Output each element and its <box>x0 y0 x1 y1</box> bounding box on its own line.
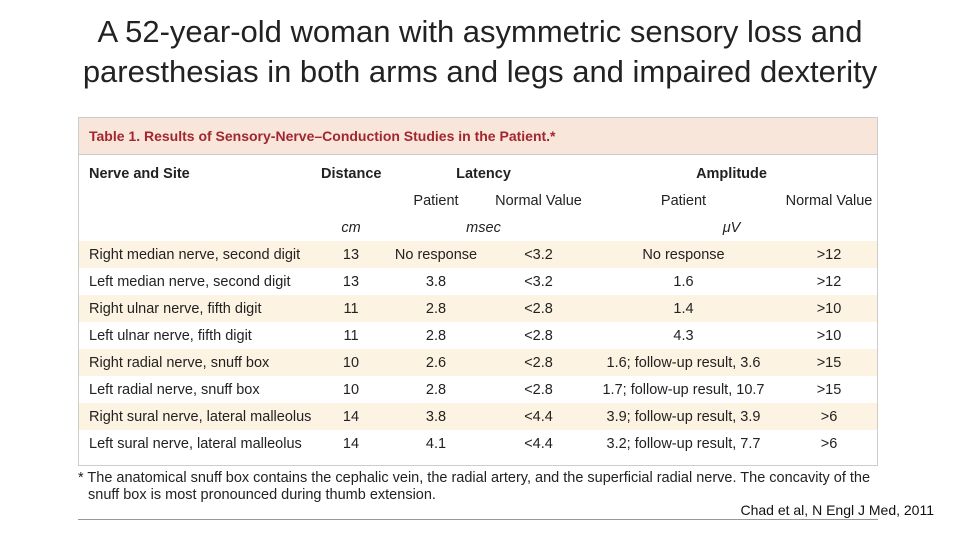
data-row: Left sural nerve, lateral malleolus 14 4.1… <box>79 430 877 457</box>
value-cell: 1.4 <box>586 295 781 322</box>
value-cell: >6 <box>820 435 838 452</box>
nerve-cell: Right median nerve, second digit <box>79 241 321 268</box>
header-row: Nerve and Site Distance Latency Amplitud… <box>79 160 877 187</box>
table: Nerve and Site Distance Latency Amplitud… <box>79 160 878 457</box>
data-row: Right ulnar nerve, fifth digit 11 2.8 <2.8 1… <box>79 295 878 322</box>
value-cell: >12 <box>781 241 878 268</box>
value-cell: <2.8 <box>491 295 586 322</box>
table-body: Nerve and Site Distance Latency Amplitud… <box>79 160 878 457</box>
value-cell: <2.8 <box>524 327 553 344</box>
data-row: Left ulnar nerve, fifth digit 11 2.8 <2.8 4.… <box>79 322 877 349</box>
value-cell: 10 <box>321 349 381 376</box>
nerve-cell: Left radial nerve, snuff box <box>89 381 260 398</box>
unit-cell: μV <box>722 219 741 236</box>
subheader-cell: Patient <box>413 192 459 209</box>
footnote: * The anatomical snuff box contains the … <box>78 470 871 503</box>
value-cell: 4.3 <box>673 327 694 344</box>
value-cell: <3.2 <box>524 273 553 290</box>
value-cell: 11 <box>321 295 381 322</box>
title-line: paresthesias in both arms and legs and i… <box>82 54 878 89</box>
value-cell: >15 <box>781 349 878 376</box>
value-cell: 13 <box>321 241 381 268</box>
data-row: Left median nerve, second digit 13 3.8 <3.2… <box>79 268 877 295</box>
value-cell: >10 <box>781 295 878 322</box>
value-cell: 13 <box>342 273 360 290</box>
nerve-cell: Right ulnar nerve, fifth digit <box>79 295 321 322</box>
value-cell: >15 <box>816 381 842 398</box>
value-cell: <2.8 <box>491 349 586 376</box>
value-cell: <3.2 <box>491 241 586 268</box>
value-cell: No response <box>586 241 781 268</box>
value-cell: 14 <box>342 435 360 452</box>
value-cell: 3.2; follow-up result, 7.7 <box>606 435 761 452</box>
units-row: cm msec μV <box>79 214 877 241</box>
value-cell: <4.4 <box>491 403 586 430</box>
value-cell: 2.8 <box>425 381 447 398</box>
value-cell: >12 <box>816 273 842 290</box>
data-row: Right sural nerve, lateral malleolus 14 3.… <box>79 403 878 430</box>
nerve-cell: Left ulnar nerve, fifth digit <box>89 327 252 344</box>
unit-cell: cm <box>341 219 361 236</box>
header-cell: Latency <box>456 165 511 182</box>
value-cell: 1.6 <box>673 273 694 290</box>
nerve-cell: Right sural nerve, lateral malleolus <box>79 403 321 430</box>
data-row: Right median nerve, second digit 13 No res… <box>79 241 878 268</box>
header-cell: Amplitude <box>696 165 767 182</box>
rule <box>78 519 878 520</box>
title-line: A 52-year-old woman with asymmetric sens… <box>97 14 863 49</box>
value-cell: 3.8 <box>425 273 447 290</box>
nerve-cell: Right radial nerve, snuff box <box>79 349 321 376</box>
table-caption: Table 1. Results of Sensory-Nerve–Conduc… <box>79 118 877 155</box>
subheader-row: Patient Normal Value Patient Normal Valu… <box>79 187 877 214</box>
subheader-cell: Normal Value <box>495 192 582 209</box>
citation: Chad et al, N Engl J Med, 2011 <box>740 502 934 518</box>
value-cell: 2.8 <box>381 295 491 322</box>
nerve-cell: Left sural nerve, lateral malleolus <box>89 435 302 452</box>
data-row: Right radial nerve, snuff box 10 2.6 <2.8 1.… <box>79 349 878 376</box>
header-cell: Distance <box>321 165 382 182</box>
subheader-cell: Normal Value <box>785 192 873 209</box>
value-cell: 3.8 <box>381 403 491 430</box>
value-cell: 4.1 <box>425 435 447 452</box>
value-cell: No response <box>381 241 491 268</box>
value-cell: <2.8 <box>524 381 553 398</box>
value-cell: 2.8 <box>425 327 447 344</box>
header-cell: Nerve and Site <box>89 165 190 182</box>
data-row: Left radial nerve, snuff box 10 2.8 <2.8 1.7… <box>79 376 877 403</box>
value-cell: >6 <box>781 403 878 430</box>
value-cell: 2.6 <box>381 349 491 376</box>
value-cell: 3.9; follow-up result, 3.9 <box>586 403 781 430</box>
subheader-cell: Patient <box>660 192 707 209</box>
value-cell: 11 <box>343 327 359 344</box>
value-cell: 14 <box>321 403 381 430</box>
value-cell: >10 <box>816 327 842 344</box>
value-cell: 1.6; follow-up result, 3.6 <box>586 349 781 376</box>
value-cell: <4.4 <box>524 435 553 452</box>
unit-cell: msec <box>466 219 501 236</box>
value-cell: 1.7; follow-up result, 10.7 <box>602 381 765 398</box>
table-box: Table 1. Results of Sensory-Nerve–Conduc… <box>78 117 878 466</box>
value-cell: 10 <box>342 381 360 398</box>
nerve-cell: Left median nerve, second digit <box>89 273 291 290</box>
